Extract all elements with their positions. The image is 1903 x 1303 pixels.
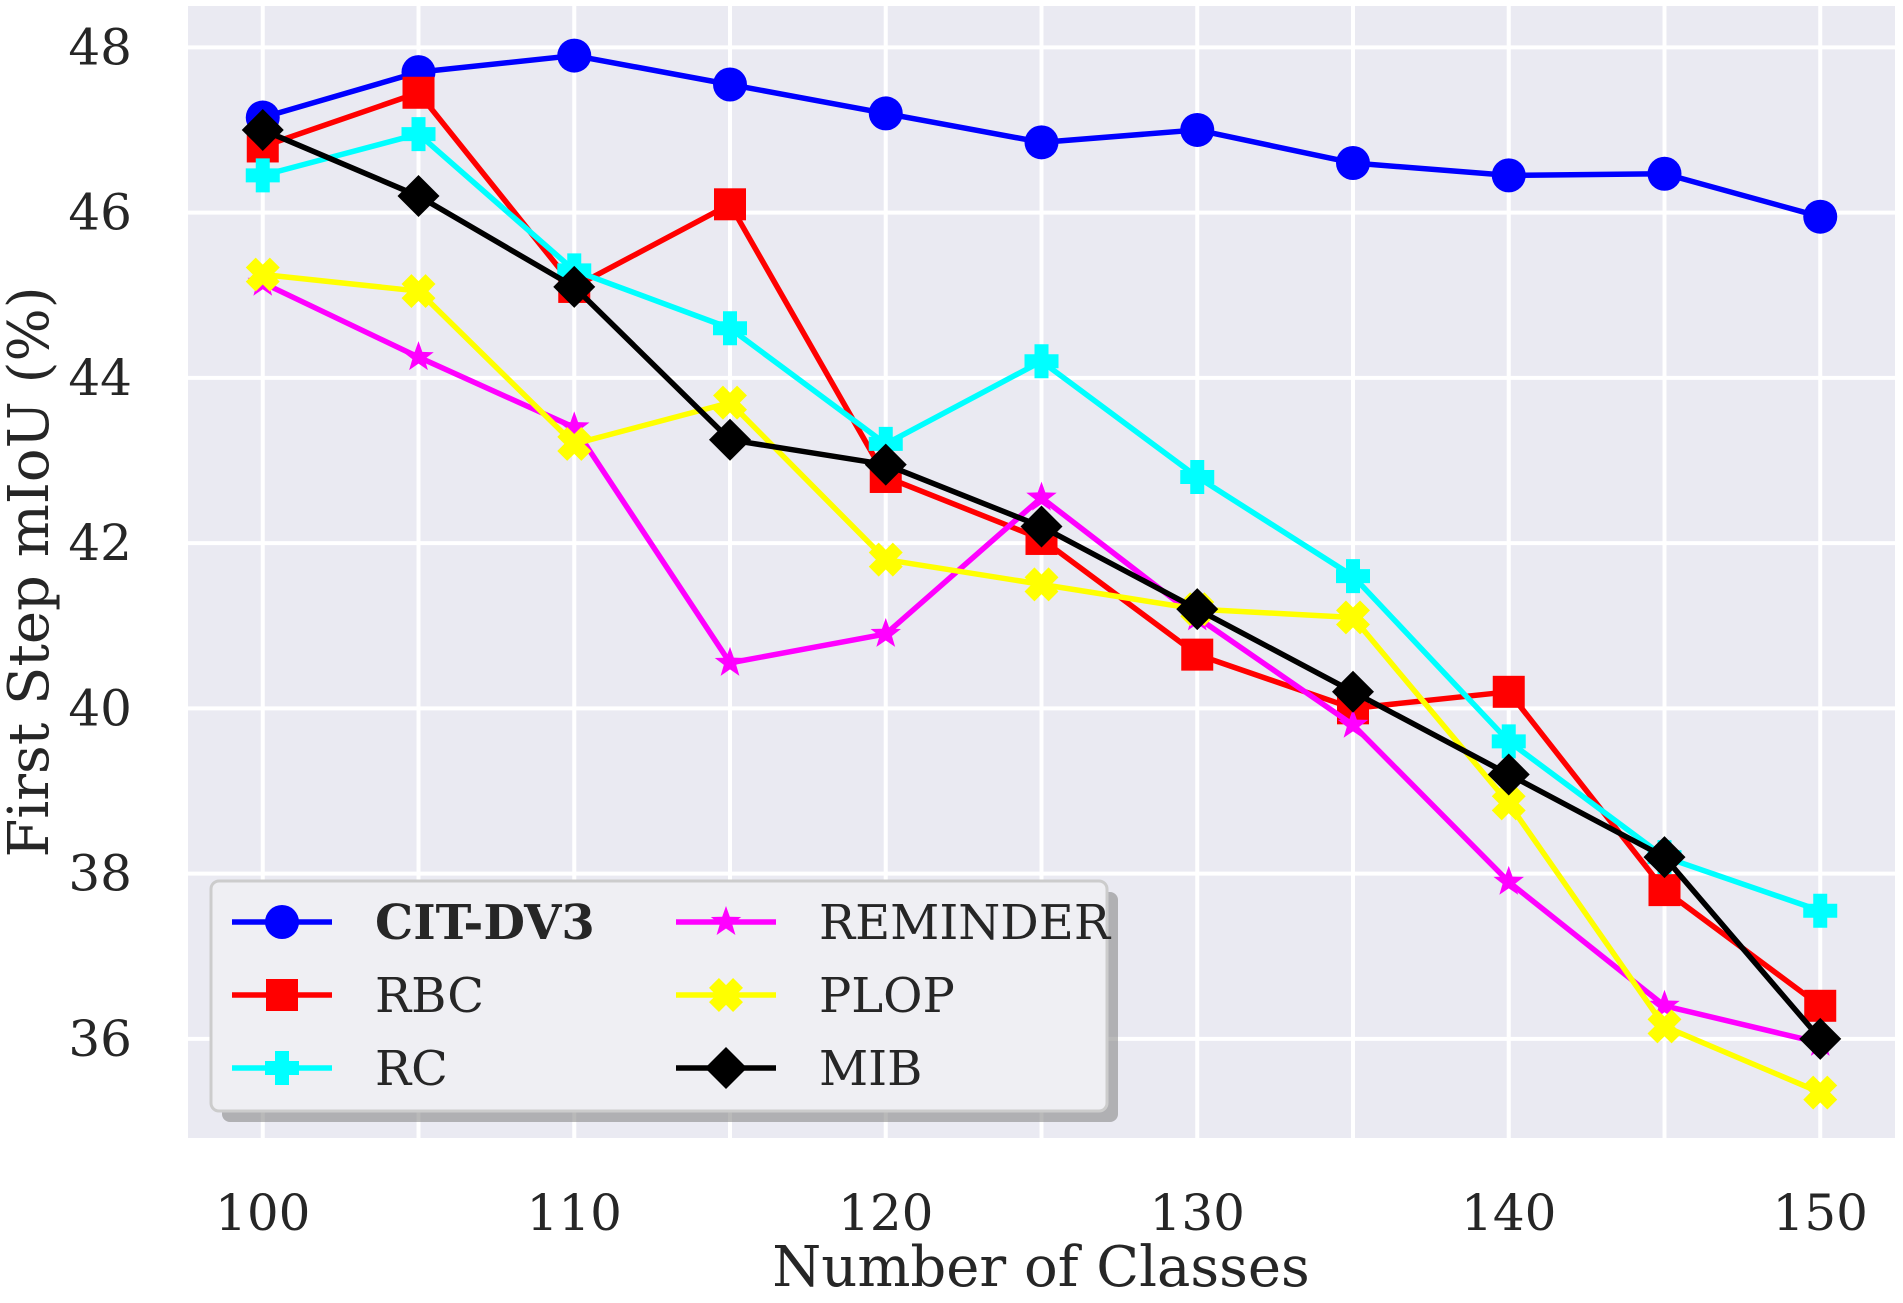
series-lines <box>241 38 1842 1110</box>
y-tick-label: 38 <box>68 845 132 903</box>
legend-entry-cit-dv3: CIT-DV3 <box>232 895 595 951</box>
data-point-cit-dv3 <box>1803 199 1838 234</box>
data-point-mib <box>553 265 596 308</box>
series-cit-dv3 <box>245 38 1838 234</box>
x-tick-label: 130 <box>1150 1184 1245 1242</box>
data-point-plop <box>1803 1075 1838 1110</box>
legend-label: MIB <box>819 1041 922 1097</box>
data-point-plop <box>401 274 436 309</box>
data-point-cit-dv3 <box>1024 125 1059 160</box>
legend-marker <box>705 1047 747 1089</box>
data-point-rbc <box>714 188 747 221</box>
y-axis-label: First Step mIoU (%) <box>0 286 62 857</box>
x-tick-label: 100 <box>215 1184 310 1242</box>
data-point-rc <box>1180 459 1215 494</box>
y-tick-label: 44 <box>68 349 132 407</box>
data-point-rc <box>1491 724 1526 759</box>
data-point-reminder <box>870 617 901 647</box>
data-point-cit-dv3 <box>1335 145 1370 180</box>
data-point-cit-dv3 <box>713 67 748 102</box>
legend-marker <box>709 978 743 1012</box>
data-point-rbc <box>1181 638 1214 671</box>
data-point-plop <box>1647 1009 1682 1044</box>
y-tick-label: 40 <box>68 679 132 737</box>
tick-labels: 100 110 120 130 140 150 36 38 40 42 44 46 48 <box>68 18 1868 1242</box>
data-point-reminder <box>1649 989 1680 1019</box>
y-tick-label: 36 <box>68 1010 132 1068</box>
data-point-mib <box>1643 836 1686 879</box>
data-point-mib <box>1020 505 1063 548</box>
legend-label: PLOP <box>819 968 955 1024</box>
legend-marker <box>266 979 298 1011</box>
x-tick-label: 110 <box>527 1184 622 1242</box>
data-point-rbc <box>1492 675 1525 708</box>
data-point-rc <box>1024 344 1059 379</box>
data-point-plop <box>868 542 903 577</box>
data-point-rbc <box>402 76 435 109</box>
data-point-reminder <box>714 646 746 676</box>
legend-entry-reminder: REMINDER <box>676 895 1112 951</box>
data-point-rc <box>1335 559 1370 594</box>
legend-box <box>209 879 1109 1113</box>
data-point-mib <box>864 443 907 486</box>
data-point-plop <box>1491 786 1526 821</box>
data-point-cit-dv3 <box>868 96 903 131</box>
data-point-mib <box>709 418 752 461</box>
legend-label: REMINDER <box>819 895 1112 951</box>
legend-marker <box>265 1051 299 1085</box>
x-tick-label: 120 <box>838 1184 933 1242</box>
series-mib <box>241 108 1842 1060</box>
data-point-reminder <box>559 411 590 441</box>
data-point-rc <box>245 158 280 193</box>
data-point-rbc <box>1804 989 1837 1022</box>
legend-entry-plop: PLOP <box>676 968 955 1024</box>
legend-entry-rbc: RBC <box>232 968 484 1024</box>
data-point-mib <box>1331 670 1374 713</box>
data-point-plop <box>713 385 747 420</box>
data-point-rbc <box>1648 874 1681 907</box>
legend-label: CIT-DV3 <box>375 895 595 951</box>
legend-label: RC <box>375 1041 448 1097</box>
legend-label: RBC <box>375 968 484 1024</box>
legend-marker <box>710 906 742 935</box>
data-point-mib <box>1799 1017 1842 1060</box>
data-point-plop <box>557 426 592 461</box>
data-point-reminder <box>403 341 434 371</box>
data-point-mib <box>241 108 284 151</box>
x-tick-label: 150 <box>1773 1184 1868 1242</box>
data-point-plop <box>245 257 280 292</box>
data-point-cit-dv3 <box>1491 158 1526 193</box>
x-axis-label: Number of Classes <box>772 1235 1309 1300</box>
y-tick-label: 48 <box>68 18 132 76</box>
data-point-reminder <box>1337 708 1369 738</box>
legend-entry-rc: RC <box>232 1041 448 1097</box>
data-point-plop <box>1024 567 1059 602</box>
data-point-rc <box>713 311 748 346</box>
data-point-mib <box>1176 588 1219 631</box>
data-point-cit-dv3 <box>1180 112 1215 147</box>
data-point-reminder <box>1493 865 1524 895</box>
data-point-reminder <box>1026 481 1057 511</box>
data-point-cit-dv3 <box>1647 156 1682 191</box>
data-point-mib <box>1487 753 1530 796</box>
data-point-rc <box>401 117 436 152</box>
legend: CIT-DV3 RBC RC REMINDER PLOP MIB <box>209 879 1118 1122</box>
legend-marker <box>265 905 299 939</box>
data-point-plop <box>1336 600 1370 635</box>
y-tick-label: 46 <box>68 184 132 242</box>
y-tick-label: 42 <box>68 514 132 572</box>
x-tick-label: 140 <box>1461 1184 1556 1242</box>
data-point-mib <box>397 175 440 218</box>
legend-entry-mib: MIB <box>676 1041 922 1097</box>
data-point-rc <box>1803 893 1838 928</box>
data-point-cit-dv3 <box>557 38 592 73</box>
